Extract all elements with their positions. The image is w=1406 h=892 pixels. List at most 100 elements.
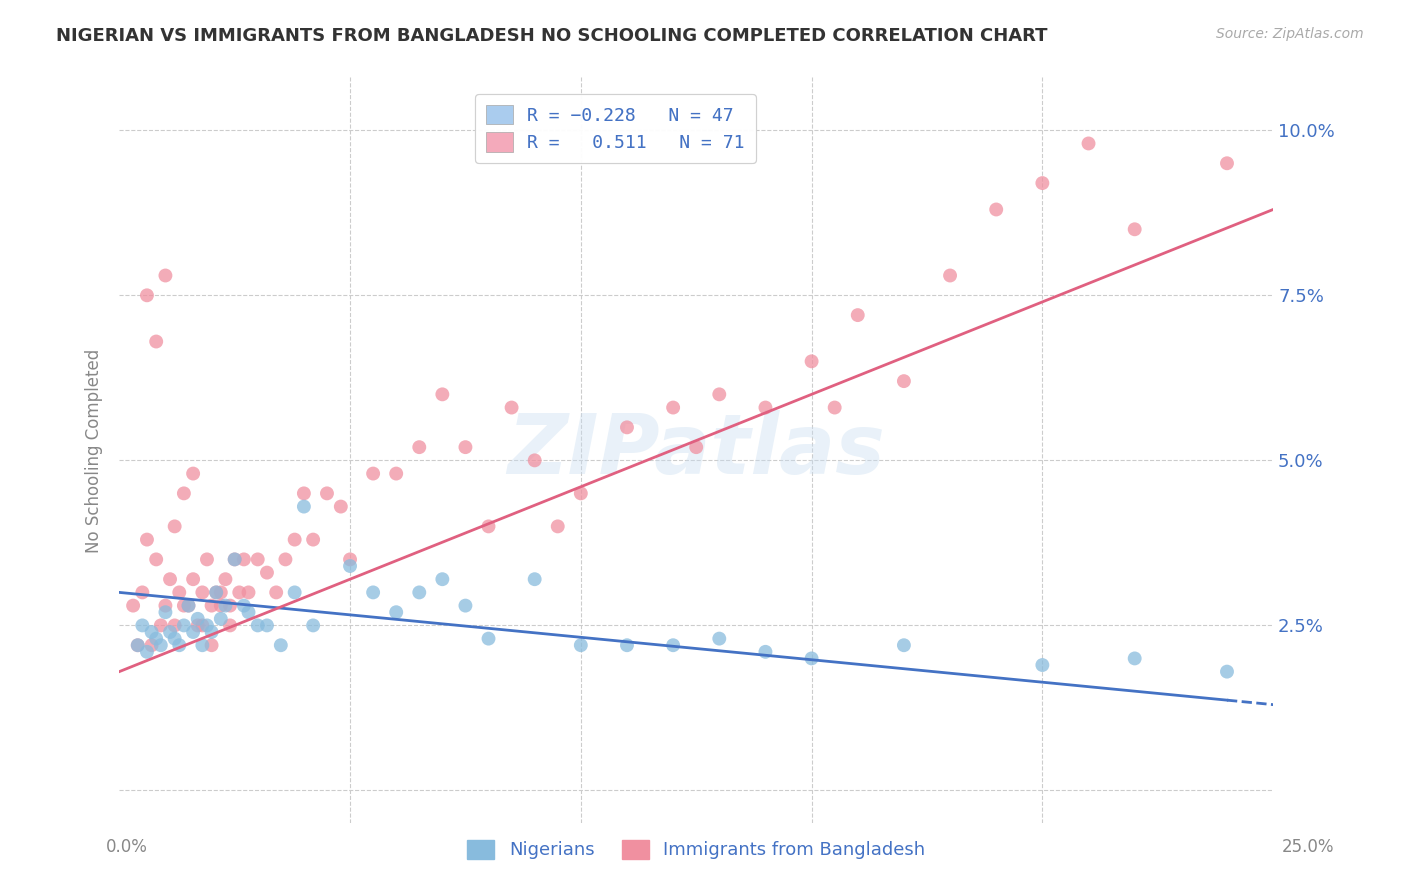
Text: Source: ZipAtlas.com: Source: ZipAtlas.com	[1216, 27, 1364, 41]
Point	[501, 401, 523, 415]
Point	[754, 645, 776, 659]
Point	[662, 638, 685, 652]
Point	[200, 625, 222, 640]
Point	[523, 453, 546, 467]
Point	[893, 638, 915, 652]
Point	[232, 599, 254, 613]
Point	[569, 486, 592, 500]
Point	[122, 599, 145, 613]
Point	[800, 651, 823, 665]
Point	[361, 467, 384, 481]
Point	[173, 599, 195, 613]
Point	[800, 354, 823, 368]
Point	[939, 268, 962, 283]
Point	[145, 334, 167, 349]
Point	[709, 632, 731, 646]
Point	[169, 638, 191, 652]
Point	[187, 612, 209, 626]
Point	[1123, 222, 1146, 236]
Point	[361, 585, 384, 599]
Point	[339, 552, 361, 566]
Point	[205, 585, 228, 599]
Point	[454, 440, 477, 454]
Point	[523, 572, 546, 586]
Point	[824, 401, 846, 415]
Point	[163, 519, 186, 533]
Point	[274, 552, 297, 566]
Point	[284, 585, 307, 599]
Point	[191, 618, 214, 632]
Point	[149, 638, 172, 652]
Point	[246, 618, 269, 632]
Point	[214, 599, 236, 613]
Text: 0.0%: 0.0%	[105, 838, 148, 855]
Point	[986, 202, 1008, 217]
Point	[228, 585, 250, 599]
Point	[155, 268, 177, 283]
Y-axis label: No Schooling Completed: No Schooling Completed	[86, 349, 103, 552]
Point	[187, 618, 209, 632]
Point	[616, 420, 638, 434]
Point	[238, 585, 260, 599]
Point	[191, 585, 214, 599]
Point	[662, 401, 685, 415]
Point	[163, 618, 186, 632]
Point	[238, 605, 260, 619]
Point	[159, 625, 181, 640]
Point	[316, 486, 339, 500]
Point	[302, 618, 325, 632]
Point	[136, 533, 159, 547]
Point	[616, 638, 638, 652]
Point	[131, 618, 153, 632]
Point	[219, 599, 242, 613]
Point	[685, 440, 707, 454]
Point	[224, 552, 246, 566]
Point	[477, 632, 499, 646]
Point	[219, 618, 242, 632]
Text: 25.0%: 25.0%	[1281, 838, 1334, 855]
Point	[127, 638, 149, 652]
Point	[339, 559, 361, 574]
Point	[1031, 176, 1053, 190]
Point	[214, 572, 236, 586]
Point	[264, 585, 287, 599]
Point	[302, 533, 325, 547]
Point	[163, 632, 186, 646]
Point	[284, 533, 307, 547]
Point	[408, 440, 430, 454]
Point	[329, 500, 352, 514]
Point	[159, 572, 181, 586]
Point	[256, 566, 278, 580]
Point	[131, 585, 153, 599]
Point	[1216, 665, 1239, 679]
Point	[385, 605, 408, 619]
Point	[136, 645, 159, 659]
Point	[477, 519, 499, 533]
Point	[893, 374, 915, 388]
Point	[195, 552, 218, 566]
Point	[1123, 651, 1146, 665]
Point	[177, 599, 200, 613]
Point	[181, 625, 204, 640]
Point	[256, 618, 278, 632]
Point	[224, 552, 246, 566]
Point	[173, 486, 195, 500]
Point	[191, 638, 214, 652]
Point	[209, 612, 232, 626]
Point	[292, 500, 315, 514]
Point	[209, 585, 232, 599]
Point	[177, 599, 200, 613]
Point	[205, 585, 228, 599]
Point	[155, 605, 177, 619]
Point	[181, 572, 204, 586]
Point	[232, 552, 254, 566]
Point	[754, 401, 776, 415]
Point	[173, 618, 195, 632]
Point	[181, 467, 204, 481]
Point	[155, 599, 177, 613]
Point	[195, 618, 218, 632]
Point	[141, 625, 163, 640]
Point	[432, 387, 454, 401]
Point	[454, 599, 477, 613]
Point	[270, 638, 292, 652]
